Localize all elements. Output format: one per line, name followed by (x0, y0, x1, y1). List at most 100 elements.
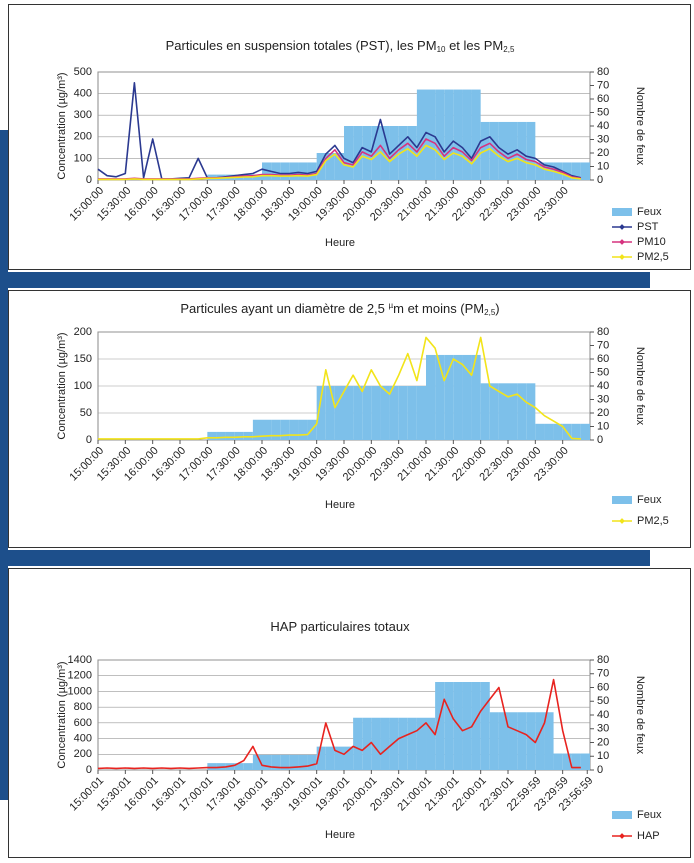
title-part: ) (495, 301, 499, 316)
bar (334, 386, 344, 440)
y2-tick-label: 20 (597, 147, 609, 159)
y2-tick-label: 10 (597, 420, 609, 432)
bar (289, 162, 299, 180)
band (0, 272, 650, 288)
y-tick-label: 0 (86, 174, 92, 186)
y2-tick-label: 40 (597, 120, 609, 132)
y2-tick-label: 70 (597, 668, 609, 680)
y2-axis-label: Nombre de feux (634, 347, 646, 426)
bar (544, 423, 554, 440)
side-strip (0, 130, 8, 800)
bar (334, 153, 344, 180)
legend-swatch (612, 811, 632, 819)
bar (498, 712, 509, 770)
x-axis-label: Heure (325, 829, 355, 841)
y2-tick-label: 80 (597, 654, 609, 666)
y2-tick-label: 40 (597, 709, 609, 721)
bar (243, 763, 253, 770)
bar (517, 383, 527, 440)
title-part: HAP particulaires totaux (270, 619, 410, 634)
bar (362, 126, 372, 180)
y-tick-label: 1000 (68, 685, 92, 697)
bar (416, 89, 426, 180)
bar (344, 386, 354, 440)
bar (398, 717, 408, 770)
y2-tick-label: 50 (597, 106, 609, 118)
y2-tick-label: 80 (597, 66, 609, 78)
bar (389, 386, 399, 440)
bar (371, 126, 381, 180)
x-axis-label: Heure (325, 499, 355, 511)
y2-tick-label: 30 (597, 133, 609, 145)
chart-title: HAP particulaires totaux (270, 619, 410, 634)
bar (444, 89, 454, 180)
bar (508, 712, 518, 770)
bar (298, 162, 308, 180)
bar (216, 431, 226, 440)
y-tick-label: 100 (74, 380, 92, 392)
bar (489, 121, 499, 180)
bar (471, 354, 481, 440)
bar (517, 121, 527, 180)
bar (344, 746, 354, 770)
bar (435, 682, 445, 770)
bar (508, 383, 518, 440)
legend-marker (619, 239, 625, 245)
title-part: µ (389, 301, 394, 310)
bar (325, 153, 335, 180)
bar (462, 354, 472, 440)
bar (271, 162, 281, 180)
y-tick-label: 400 (74, 88, 92, 100)
band (0, 550, 650, 566)
bar (407, 717, 417, 770)
y-tick-label: 500 (74, 66, 92, 78)
bar (262, 419, 272, 440)
bar (316, 746, 326, 770)
y2-tick-label: 70 (597, 79, 609, 91)
legend-label: PM2,5 (637, 251, 669, 263)
bar (234, 431, 244, 440)
y2-tick-label: 20 (597, 736, 609, 748)
bar (252, 754, 263, 770)
bar (398, 386, 408, 440)
legend-swatch (612, 496, 632, 504)
bar (252, 174, 262, 180)
y-tick-label: 0 (86, 434, 92, 446)
bar (362, 386, 372, 440)
bar (498, 383, 508, 440)
bar (435, 89, 445, 180)
y-tick-label: 1200 (68, 670, 92, 682)
bar (334, 746, 345, 770)
y-tick-label: 600 (74, 717, 92, 729)
bar (544, 162, 554, 180)
bar (535, 162, 545, 180)
y-tick-label: 100 (74, 152, 92, 164)
bar (426, 354, 436, 440)
y-tick-label: 50 (80, 407, 92, 419)
y2-tick-label: 80 (597, 326, 609, 338)
y-tick-label: 400 (74, 732, 92, 744)
title-part: Particules en suspension totales (PST), … (166, 38, 437, 53)
y2-tick-label: 60 (597, 353, 609, 365)
y2-tick-label: 10 (597, 160, 609, 172)
y2-tick-label: 50 (597, 366, 609, 378)
y-tick-label: 150 (74, 353, 92, 365)
legend-label: PM2,5 (637, 515, 669, 527)
bar (389, 126, 399, 180)
legend-label: Feux (637, 494, 662, 506)
bar (289, 754, 299, 770)
bar (426, 717, 436, 770)
legend-marker (619, 518, 625, 524)
y-axis-label: Concentration (µg/m³) (56, 332, 68, 439)
y2-tick-label: 0 (597, 174, 603, 186)
title-part: 2,5 (484, 308, 496, 317)
bar (262, 162, 272, 180)
bar (553, 423, 563, 440)
bar (580, 753, 590, 770)
title-part: 2,5 (503, 45, 515, 54)
bar (471, 682, 481, 770)
x-axis-label: Heure (325, 237, 355, 249)
y-tick-label: 300 (74, 109, 92, 121)
bar (544, 712, 554, 770)
